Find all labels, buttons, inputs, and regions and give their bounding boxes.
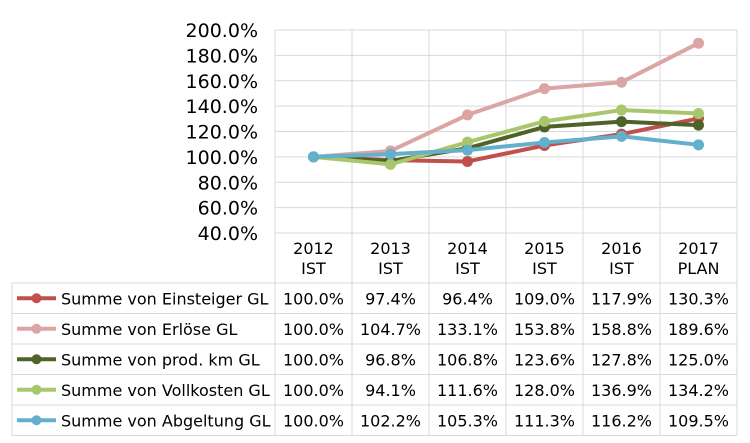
legend-key-marker <box>31 384 42 395</box>
data-value-cell: 100.0% <box>283 350 344 369</box>
data-value-cell: 125.0% <box>668 350 729 369</box>
data-value-cell: 100.0% <box>283 289 344 308</box>
y-tick-label: 120.0% <box>186 122 258 144</box>
data-table: 2012IST2013IST2014IST2015IST2016IST2017P… <box>11 239 737 436</box>
x-category-kind: IST <box>378 259 403 278</box>
data-value-cell: 136.9% <box>591 381 652 400</box>
data-value-cell: 127.8% <box>591 350 652 369</box>
data-point <box>693 107 704 119</box>
series-line <box>313 41 700 159</box>
data-value-cell: 94.1% <box>365 381 416 400</box>
data-point <box>462 136 473 148</box>
y-tick-label: 100.0% <box>186 147 258 169</box>
x-category-kind: PLAN <box>678 259 720 278</box>
y-tick-label: 180.0% <box>186 45 258 67</box>
data-point <box>539 83 550 95</box>
data-value-cell: 100.0% <box>283 320 344 339</box>
data-value-cell: 100.0% <box>283 381 344 400</box>
y-tick-label: 60.0% <box>198 198 258 220</box>
data-value-cell: 106.8% <box>437 350 498 369</box>
x-category-year: 2013 <box>370 239 411 258</box>
y-tick-label: 140.0% <box>186 96 258 118</box>
data-value-cell: 153.8% <box>514 320 575 339</box>
data-value-cell: 109.0% <box>514 289 575 308</box>
data-value-cell: 102.2% <box>360 411 421 430</box>
y-tick-label: 80.0% <box>198 172 258 194</box>
data-point <box>308 151 319 163</box>
data-point <box>693 119 704 131</box>
data-value-cell: 96.8% <box>365 350 416 369</box>
y-tick-label: 160.0% <box>186 71 258 93</box>
data-value-cell: 133.1% <box>437 320 498 339</box>
x-category-kind: IST <box>455 259 480 278</box>
series-name: Summe von Vollkosten GL <box>61 381 270 400</box>
x-category-year: 2017 <box>678 239 719 258</box>
data-value-cell: 97.4% <box>365 289 416 308</box>
data-value-cell: 96.4% <box>442 289 493 308</box>
data-point <box>693 37 704 49</box>
data-point <box>539 115 550 127</box>
legend-key-marker <box>31 323 42 334</box>
data-value-cell: 109.5% <box>668 411 729 430</box>
data-point <box>616 104 627 116</box>
legend-key-marker <box>31 415 42 426</box>
x-category-year: 2014 <box>447 239 488 258</box>
legend-key-marker <box>31 293 42 304</box>
data-value-cell: 189.6% <box>668 320 729 339</box>
data-value-cell: 158.8% <box>591 320 652 339</box>
data-value-cell: 123.6% <box>514 350 575 369</box>
series-lines <box>308 37 704 170</box>
data-point <box>693 139 704 151</box>
x-category-kind: IST <box>301 259 326 278</box>
series-name: Summe von Abgeltung GL <box>61 411 271 430</box>
series-line <box>313 108 699 167</box>
series-line <box>313 119 699 163</box>
data-point <box>539 137 550 149</box>
series-line <box>313 134 699 159</box>
data-value-cell: 100.0% <box>283 411 344 430</box>
x-category-year: 2016 <box>601 239 642 258</box>
series-name: Summe von prod. km GL <box>61 350 260 369</box>
data-point <box>385 148 396 160</box>
data-point <box>462 109 473 121</box>
data-value-cell: 117.9% <box>591 289 652 308</box>
y-axis-tick-labels: 200.0% 180.0% 160.0% 140.0% 120.0% 100.0% 80.0… <box>186 20 258 245</box>
y-tick-label: 40.0% <box>198 223 258 245</box>
data-point <box>616 116 627 128</box>
data-value-cell: 128.0% <box>514 381 575 400</box>
legend-key-marker <box>31 354 42 365</box>
data-point <box>462 155 473 167</box>
x-category-kind: IST <box>532 259 557 278</box>
x-category-year: 2015 <box>524 239 565 258</box>
data-value-cell: 104.7% <box>360 320 421 339</box>
data-value-cell: 111.6% <box>437 381 498 400</box>
y-tick-label: 200.0% <box>186 20 258 42</box>
data-point <box>462 144 473 156</box>
data-point <box>385 158 396 170</box>
data-value-cell: 130.3% <box>668 289 729 308</box>
x-category-kind: IST <box>609 259 634 278</box>
x-category-year: 2012 <box>293 239 334 258</box>
data-value-cell: 111.3% <box>514 411 575 430</box>
data-point <box>616 76 627 88</box>
data-point <box>616 130 627 142</box>
data-value-cell: 116.2% <box>591 411 652 430</box>
series-name: Summe von Einsteiger GL <box>61 289 269 308</box>
data-value-cell: 105.3% <box>437 411 498 430</box>
data-value-cell: 134.2% <box>668 381 729 400</box>
series-name: Summe von Erlöse GL <box>61 320 237 339</box>
